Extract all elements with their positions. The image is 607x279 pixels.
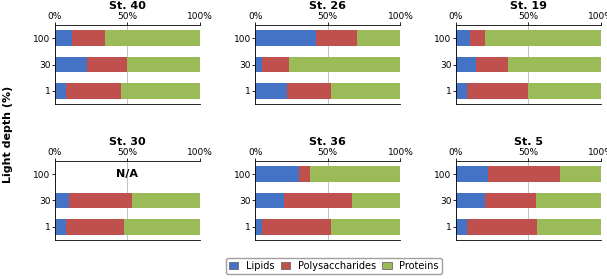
Bar [72, 30, 106, 46]
Bar [470, 30, 485, 46]
Bar [262, 57, 288, 73]
Legend: Lipids, Polysaccharides, Proteins: Lipids, Polysaccharides, Proteins [226, 258, 442, 274]
Bar [456, 30, 470, 46]
Bar [124, 219, 200, 235]
Bar [288, 57, 401, 73]
Bar [106, 30, 200, 46]
Bar [456, 83, 467, 99]
Bar [353, 193, 401, 208]
Title: St. 30: St. 30 [109, 137, 146, 147]
Bar [255, 193, 284, 208]
Bar [87, 57, 127, 73]
Bar [55, 83, 66, 99]
Title: St. 5: St. 5 [514, 137, 543, 147]
Bar [262, 219, 331, 235]
Title: St. 19: St. 19 [510, 1, 547, 11]
Bar [287, 83, 331, 99]
Bar [508, 57, 601, 73]
Bar [537, 219, 601, 235]
Bar [476, 57, 508, 73]
Bar [55, 193, 69, 208]
Bar [127, 57, 200, 73]
Bar [69, 193, 132, 208]
Bar [66, 83, 121, 99]
Bar [485, 30, 601, 46]
Bar [456, 166, 487, 182]
Text: Light depth (%): Light depth (%) [3, 85, 13, 182]
Bar [331, 83, 401, 99]
Bar [255, 166, 299, 182]
Bar [310, 166, 401, 182]
Bar [66, 219, 124, 235]
Bar [55, 219, 66, 235]
Bar [121, 83, 200, 99]
Bar [357, 30, 401, 46]
Bar [535, 193, 601, 208]
Bar [55, 57, 87, 73]
Bar [55, 30, 72, 46]
Bar [560, 166, 601, 182]
Bar [467, 83, 528, 99]
Text: N/A: N/A [117, 169, 138, 179]
Bar [255, 57, 262, 73]
Title: St. 26: St. 26 [310, 1, 346, 11]
Title: St. 40: St. 40 [109, 1, 146, 11]
Bar [299, 166, 310, 182]
Bar [456, 57, 476, 73]
Bar [331, 219, 401, 235]
Bar [485, 193, 535, 208]
Bar [255, 83, 287, 99]
Title: St. 36: St. 36 [310, 137, 346, 147]
Bar [255, 30, 316, 46]
Bar [456, 219, 467, 235]
Bar [316, 30, 357, 46]
Bar [528, 83, 601, 99]
Bar [467, 219, 537, 235]
Bar [456, 193, 485, 208]
Bar [132, 193, 200, 208]
Bar [487, 166, 560, 182]
Bar [255, 219, 262, 235]
Bar [284, 193, 353, 208]
